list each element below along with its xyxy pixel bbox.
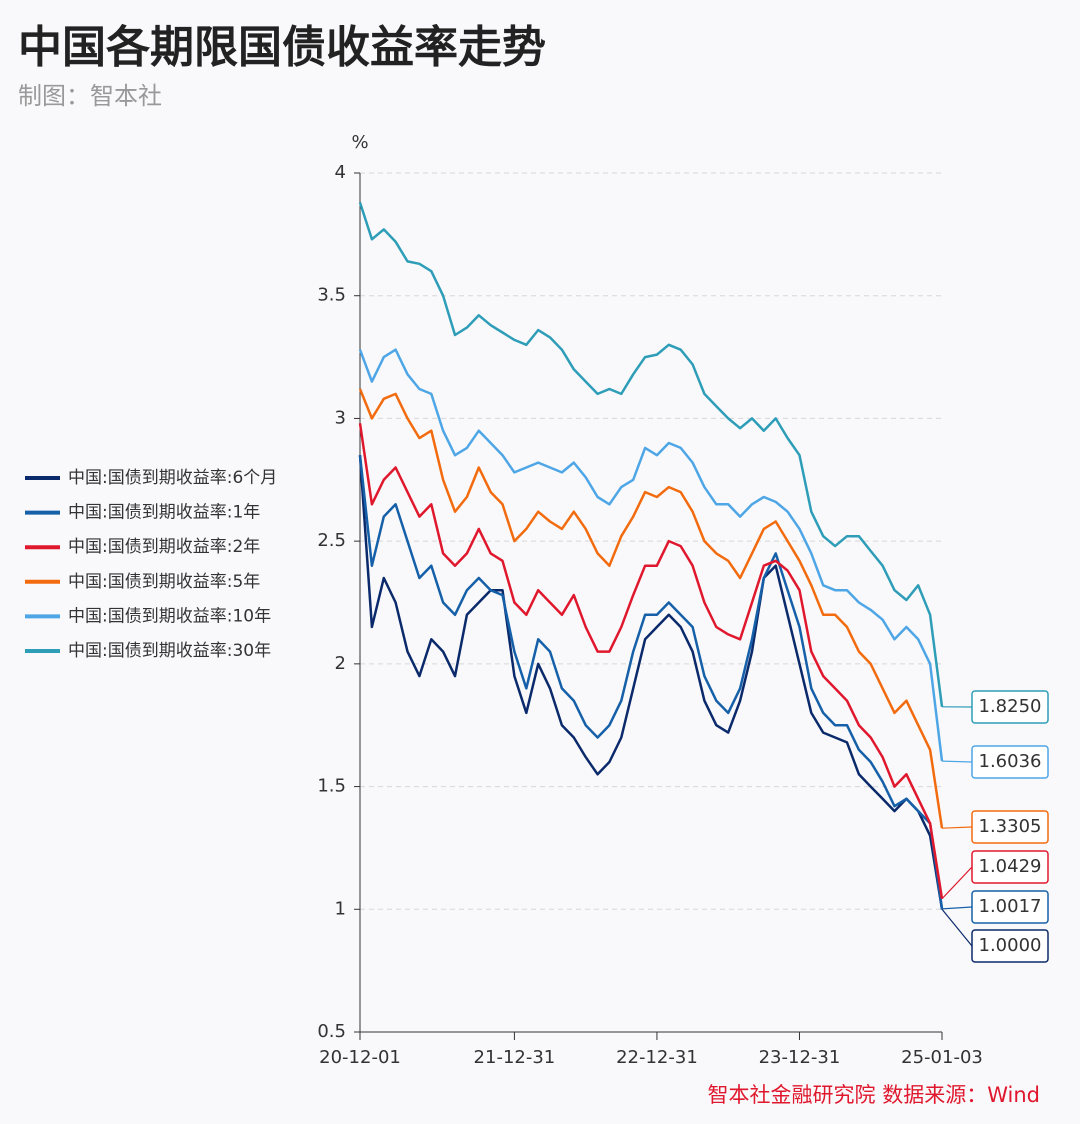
y-tick-label: 2.5 xyxy=(317,530,346,551)
y-tick-label: 4 xyxy=(335,162,346,183)
legend-label: 中国:国债到期收益率:30年 xyxy=(68,641,271,661)
source-note: 智本社金融研究院 数据来源：Wind xyxy=(708,1083,1040,1107)
label-box xyxy=(971,690,1049,724)
legend-label: 中国:国债到期收益率:10年 xyxy=(68,606,271,626)
label-connector xyxy=(941,866,973,900)
x-tick-label: 23-12-31 xyxy=(759,1047,841,1068)
legend-label: 中国:国债到期收益率:5年 xyxy=(68,572,260,592)
y-tick-label: 3 xyxy=(335,407,346,428)
label-box xyxy=(971,745,1049,779)
data-label: 1.6036 xyxy=(979,751,1042,772)
series-line xyxy=(358,348,944,762)
series-line xyxy=(358,423,944,899)
series-line xyxy=(358,388,944,829)
data-label: 1.0017 xyxy=(979,896,1042,917)
x-tick-label: 21-12-31 xyxy=(474,1047,556,1068)
y-tick-label: 1 xyxy=(335,898,346,919)
legend-label: 中国:国债到期收益率:2年 xyxy=(68,537,260,557)
series-line xyxy=(358,455,944,910)
series-line xyxy=(358,202,944,707)
series-line xyxy=(358,455,944,910)
label-connector xyxy=(941,906,973,910)
label-connector xyxy=(941,908,973,947)
y-tick-label: 3.5 xyxy=(317,285,346,306)
data-label: 1.8250 xyxy=(979,696,1042,717)
label-box xyxy=(971,850,1049,884)
x-tick-label: 22-12-31 xyxy=(616,1047,698,1068)
y-tick-label: 1.5 xyxy=(317,776,346,797)
chart-title: 中国各期限国债收益率走势 xyxy=(18,22,546,73)
label-connector xyxy=(941,826,973,829)
legend-label: 中国:国债到期收益率:1年 xyxy=(68,503,260,523)
label-box xyxy=(971,929,1049,963)
legend-label: 中国:国债到期收益率:6个月 xyxy=(68,468,277,488)
label-box xyxy=(971,810,1049,844)
y-unit: % xyxy=(351,132,368,153)
label-connector xyxy=(941,760,973,763)
label-box xyxy=(971,890,1049,924)
data-label: 1.0000 xyxy=(979,935,1042,956)
y-tick-label: 0.5 xyxy=(317,1021,346,1042)
y-tick-label: 2 xyxy=(335,653,346,674)
data-label: 1.3305 xyxy=(979,816,1042,837)
data-label: 1.0429 xyxy=(979,856,1042,877)
x-tick-label: 25-01-03 xyxy=(901,1047,983,1068)
chart-subtitle: 制图：智本社 xyxy=(18,82,162,110)
x-tick-label: 20-12-01 xyxy=(319,1047,401,1068)
